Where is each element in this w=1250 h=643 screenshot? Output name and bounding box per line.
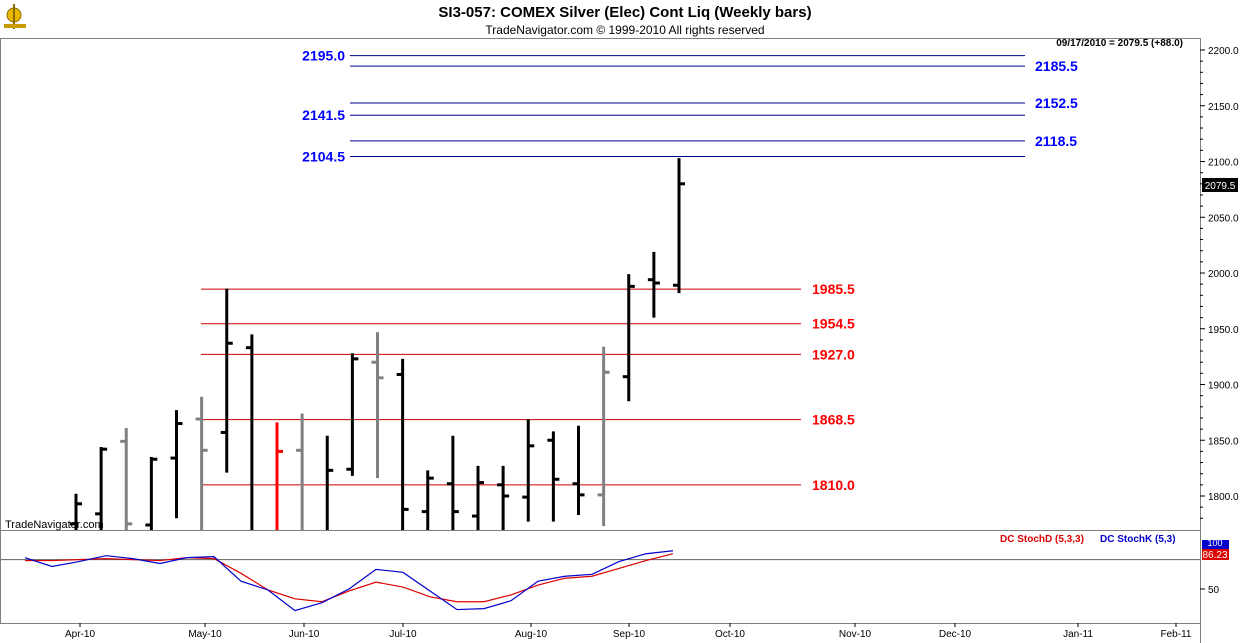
last-quote: 09/17/2010 = 2079.5 (+88.0) <box>1056 38 1183 49</box>
level-label: 2185.5 <box>1035 58 1078 74</box>
stoch-lines <box>24 550 674 612</box>
level-label: 2104.5 <box>302 148 345 164</box>
x-tick-label: Apr-10 <box>65 629 95 640</box>
level-label: 2152.5 <box>1035 95 1078 111</box>
stoch-series-line <box>25 553 674 603</box>
level-label: 1985.5 <box>812 281 855 297</box>
level-label: 2195.0 <box>302 48 345 64</box>
header: SI3-057: COMEX Silver (Elec) Cont Liq (W… <box>4 4 1183 49</box>
watermark-text: TradeNavigator.com <box>5 519 104 531</box>
x-axis: Apr-10 May-10 Jun-10 Jul-10 Aug-10 Sep-10 Oct-… <box>65 623 1192 640</box>
x-tick-label: Nov-10 <box>839 629 872 640</box>
level-label: 1810.0 <box>812 477 855 493</box>
stoch-series-line <box>24 550 674 612</box>
x-tick-label: Dec-10 <box>939 629 972 640</box>
stoch-k-marker <box>1202 540 1229 550</box>
price-tick-label: 2050.0 <box>1208 213 1239 224</box>
price-tick-label: 2100.0 <box>1208 158 1239 169</box>
chart-title: SI3-057: COMEX Silver (Elec) Cont Liq (W… <box>438 4 811 21</box>
price-tick-label: 1950.0 <box>1208 325 1239 336</box>
price-panel-frame <box>0 38 1201 531</box>
price-tick-label: 1800.0 <box>1208 492 1239 503</box>
price-levels: 2195.0 2185.5 2152.5 2141.5 2118.5 2104.5 1985… <box>201 48 1078 493</box>
level-label: 1927.0 <box>812 346 855 362</box>
copyright-text: TradeNavigator.com © 1999-2010 All right… <box>485 23 764 37</box>
level-label: 2118.5 <box>1035 133 1077 149</box>
stoch-d-legend: DC StochD (5,3,3) <box>1000 534 1084 545</box>
price-tick-label: 2200.0 <box>1208 46 1239 57</box>
price-bars <box>70 158 685 530</box>
x-tick-label: Aug-10 <box>515 629 548 640</box>
stoch-d-marker <box>1202 549 1229 560</box>
stoch-tick-label: 50 <box>1208 585 1220 596</box>
x-tick-label: Jun-10 <box>289 629 320 640</box>
stoch-k-legend: DC StochK (5,3) <box>1100 534 1176 545</box>
x-tick-label: Oct-10 <box>715 629 745 640</box>
x-tick-label: Feb-11 <box>1161 629 1192 640</box>
stoch-last-label: 86.23 <box>1202 550 1227 561</box>
price-tick-label: 1850.0 <box>1208 436 1239 447</box>
x-tick-label: Jul-10 <box>389 629 417 640</box>
trade-navigator-logo <box>4 4 26 29</box>
level-label: 1868.5 <box>812 412 855 428</box>
price-tick-label: 1900.0 <box>1208 381 1239 392</box>
price-tick-label: 2000.0 <box>1208 269 1239 280</box>
price-tick-label: 2150.0 <box>1208 102 1239 113</box>
x-tick-label: Sep-10 <box>613 629 646 640</box>
level-label: 1954.5 <box>812 316 855 332</box>
price-axis: 1800.0 1850.0 1900.0 1950.0 2000.0 2050.0 2100… <box>1200 46 1239 519</box>
last-price-marker <box>1202 178 1238 192</box>
x-tick-label: Jan-11 <box>1063 629 1093 640</box>
level-label: 2141.5 <box>302 107 345 123</box>
stoch-top-label: 100 <box>1207 538 1222 548</box>
stoch-axis: 50 <box>1 559 1220 596</box>
x-tick-label: May-10 <box>188 629 222 640</box>
last-price-label: 2079.5 <box>1205 181 1236 192</box>
